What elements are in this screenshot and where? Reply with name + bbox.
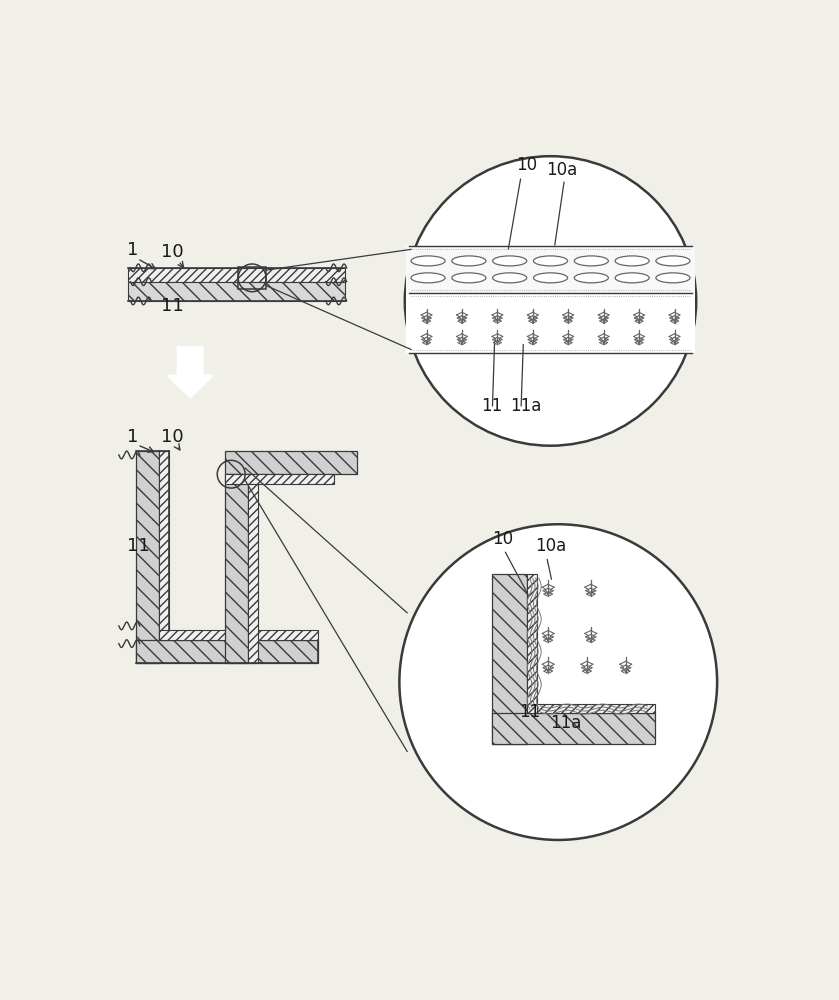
- Bar: [527, 574, 537, 713]
- Text: 11: 11: [161, 297, 184, 315]
- Text: 11a: 11a: [550, 714, 582, 732]
- Bar: [537, 704, 655, 713]
- Text: 11a: 11a: [510, 397, 542, 415]
- Circle shape: [404, 156, 696, 446]
- Bar: [225, 474, 333, 484]
- Ellipse shape: [615, 256, 649, 266]
- Circle shape: [399, 524, 717, 840]
- Bar: [136, 640, 318, 663]
- Bar: [238, 267, 266, 289]
- Text: 10a: 10a: [535, 537, 566, 555]
- Ellipse shape: [656, 256, 690, 266]
- Ellipse shape: [492, 256, 527, 266]
- Text: 1: 1: [127, 241, 138, 259]
- Bar: [406, 293, 695, 353]
- Bar: [159, 451, 169, 640]
- Ellipse shape: [656, 273, 690, 283]
- Ellipse shape: [411, 256, 446, 266]
- Text: 11: 11: [127, 537, 149, 555]
- Bar: [128, 268, 345, 282]
- Ellipse shape: [411, 273, 446, 283]
- Bar: [492, 574, 527, 744]
- Ellipse shape: [452, 273, 486, 283]
- Bar: [248, 484, 258, 663]
- Ellipse shape: [574, 256, 608, 266]
- Text: 11: 11: [481, 397, 502, 415]
- Text: 10: 10: [161, 428, 183, 446]
- Ellipse shape: [574, 273, 608, 283]
- Ellipse shape: [615, 273, 649, 283]
- Ellipse shape: [452, 256, 486, 266]
- Bar: [406, 246, 695, 293]
- Text: 10a: 10a: [547, 161, 578, 179]
- Ellipse shape: [492, 273, 527, 283]
- Bar: [492, 713, 655, 744]
- Text: 10: 10: [161, 243, 183, 261]
- Bar: [225, 474, 248, 663]
- Bar: [225, 451, 357, 474]
- Text: 1: 1: [127, 428, 138, 446]
- Text: 11: 11: [519, 703, 541, 721]
- Bar: [159, 630, 318, 640]
- Ellipse shape: [534, 256, 567, 266]
- Text: 10: 10: [516, 156, 537, 174]
- FancyArrow shape: [168, 347, 212, 397]
- Bar: [128, 282, 345, 301]
- Ellipse shape: [534, 273, 567, 283]
- Bar: [136, 451, 159, 663]
- Text: 10: 10: [492, 530, 513, 548]
